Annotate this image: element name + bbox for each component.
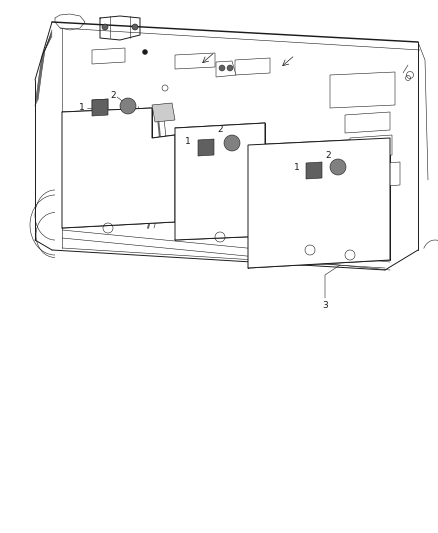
Text: 3: 3 <box>322 301 328 310</box>
Polygon shape <box>175 123 290 240</box>
Polygon shape <box>306 162 322 179</box>
Circle shape <box>142 50 148 54</box>
Polygon shape <box>92 48 125 64</box>
Polygon shape <box>92 99 108 116</box>
Polygon shape <box>248 138 390 268</box>
Polygon shape <box>152 103 175 122</box>
Polygon shape <box>355 162 400 188</box>
Text: 1: 1 <box>79 102 85 111</box>
Circle shape <box>132 24 138 30</box>
Text: 2: 2 <box>217 125 223 134</box>
Text: 1: 1 <box>294 164 300 173</box>
Polygon shape <box>350 135 392 158</box>
Circle shape <box>120 98 136 114</box>
Circle shape <box>330 159 346 175</box>
Polygon shape <box>216 61 236 77</box>
Text: 2: 2 <box>110 91 116 100</box>
Polygon shape <box>62 108 175 228</box>
Polygon shape <box>345 112 390 133</box>
Circle shape <box>219 65 225 71</box>
Polygon shape <box>175 53 215 69</box>
Circle shape <box>102 24 108 30</box>
Circle shape <box>227 65 233 71</box>
Text: 2: 2 <box>325 150 331 159</box>
Polygon shape <box>330 72 395 108</box>
Polygon shape <box>235 58 270 75</box>
Circle shape <box>224 135 240 151</box>
Text: 1: 1 <box>185 138 191 147</box>
Polygon shape <box>198 139 214 156</box>
